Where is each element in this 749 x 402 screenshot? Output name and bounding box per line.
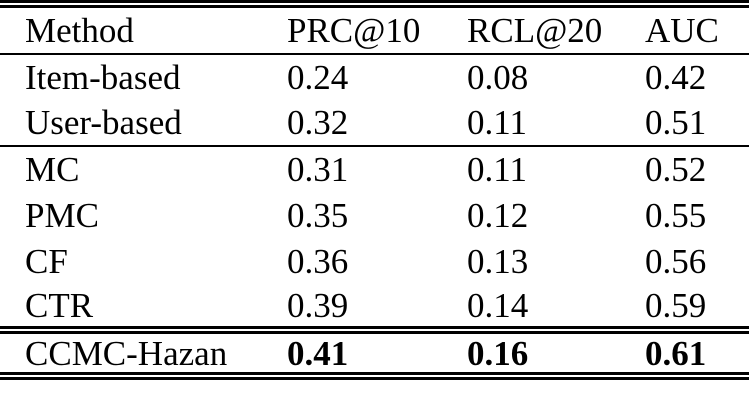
prc10-cell: 0.32 <box>287 103 349 142</box>
prc10-cell: 0.31 <box>287 150 349 189</box>
prc10-cell: 0.24 <box>287 58 349 97</box>
method-cell: CTR <box>25 285 94 325</box>
auc-cell: 0.61 <box>645 333 707 373</box>
method-cell: CCMC-Hazan <box>25 333 228 373</box>
rcl20-cell: 0.13 <box>467 241 529 281</box>
auc-cell: 0.51 <box>645 103 707 142</box>
rcl20-cell: 0.16 <box>467 333 529 373</box>
prc10-cell: 0.41 <box>287 333 349 373</box>
auc-cell: 0.55 <box>645 195 707 235</box>
column-header-method: Method <box>25 11 134 50</box>
table-row-ccmc-hazan: CCMC-Hazan 0.41 0.16 0.61 <box>0 330 749 376</box>
table-row-user-based: User-based 0.32 0.11 0.51 <box>0 100 749 146</box>
prc10-cell: 0.36 <box>287 241 349 281</box>
auc-cell: 0.56 <box>645 241 707 281</box>
results-table: Method PRC@10 RCL@20 AUC Item-based 0.24… <box>0 4 749 376</box>
table-row-pmc: PMC 0.35 0.12 0.55 <box>0 192 749 238</box>
prc10-cell: 0.35 <box>287 195 349 235</box>
rcl20-cell: 0.12 <box>467 195 529 235</box>
rcl20-cell: 0.11 <box>467 103 527 142</box>
column-header-auc: AUC <box>645 11 719 50</box>
rcl20-cell: 0.14 <box>467 285 529 325</box>
rcl20-cell: 0.11 <box>467 150 527 189</box>
auc-cell: 0.52 <box>645 150 707 189</box>
table-row-mc: MC 0.31 0.11 0.52 <box>0 146 749 192</box>
method-cell: PMC <box>25 195 99 235</box>
rcl20-cell: 0.08 <box>467 58 529 97</box>
table-header-row: Method PRC@10 RCL@20 AUC <box>0 4 749 54</box>
method-cell: User-based <box>25 103 182 142</box>
column-header-rcl20: RCL@20 <box>467 11 603 50</box>
auc-cell: 0.59 <box>645 285 707 325</box>
table-row-cf: CF 0.36 0.13 0.56 <box>0 238 749 284</box>
method-cell: MC <box>25 150 80 189</box>
table-row-ctr: CTR 0.39 0.14 0.59 <box>0 284 749 330</box>
method-cell: Item-based <box>25 58 181 97</box>
prc10-cell: 0.39 <box>287 285 349 325</box>
method-cell: CF <box>25 241 68 281</box>
table-row-item-based: Item-based 0.24 0.08 0.42 <box>0 54 749 100</box>
auc-cell: 0.42 <box>645 58 707 97</box>
column-header-prc10: PRC@10 <box>287 11 421 50</box>
